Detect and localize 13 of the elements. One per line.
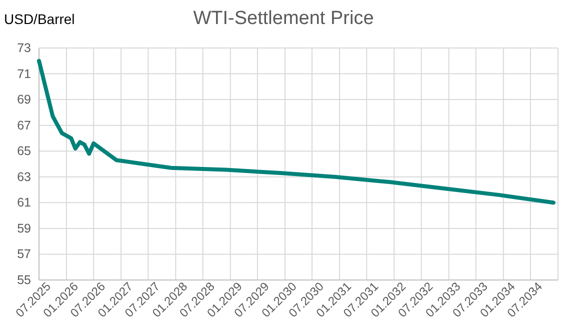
y-tick-label: 61 [17, 196, 32, 210]
y-tick-label: 69 [17, 92, 32, 107]
y-tick-label: 55 [17, 273, 32, 287]
chart-title: WTI-Settlement Price [193, 8, 374, 29]
y-tick-label: 57 [17, 247, 32, 262]
line-series [37, 58, 556, 205]
y-tick-label: 67 [17, 118, 32, 132]
y-tick-label: 65 [17, 144, 32, 158]
y-tick-label: 63 [17, 170, 32, 184]
y-tick-label: 71 [17, 66, 32, 81]
y-tick-label: 73 [17, 41, 32, 55]
y-tick-label: 59 [17, 221, 32, 236]
y-axis-title: USD/Barrel [4, 11, 75, 27]
